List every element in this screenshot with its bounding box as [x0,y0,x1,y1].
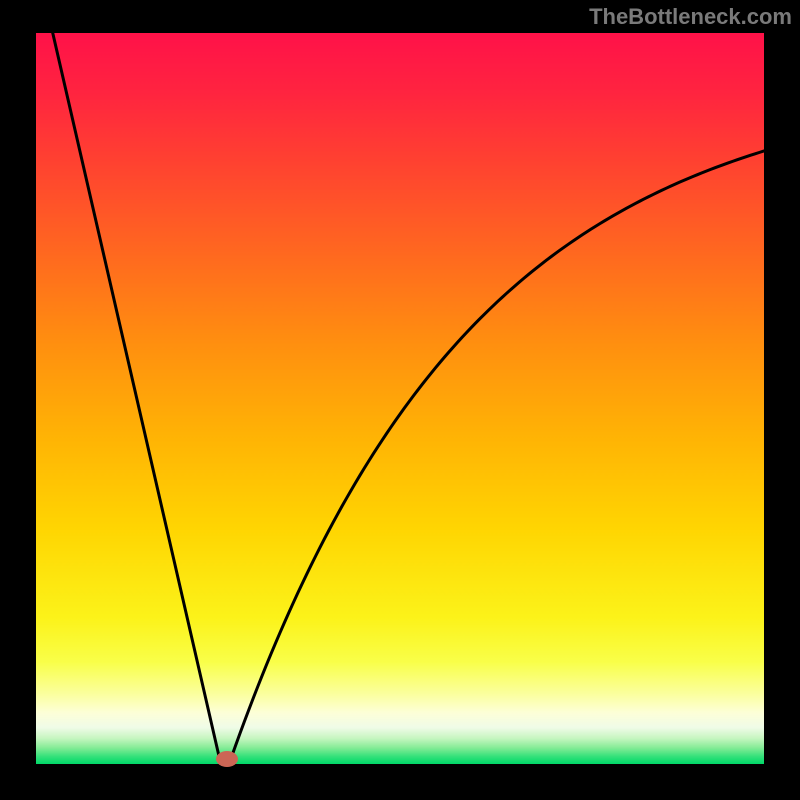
plot-area [36,33,764,764]
watermark-label: TheBottleneck.com [589,4,792,30]
bottleneck-curve [53,33,764,760]
optimum-marker [216,751,238,767]
curve-overlay [36,33,764,764]
chart-container: TheBottleneck.com [0,0,800,800]
